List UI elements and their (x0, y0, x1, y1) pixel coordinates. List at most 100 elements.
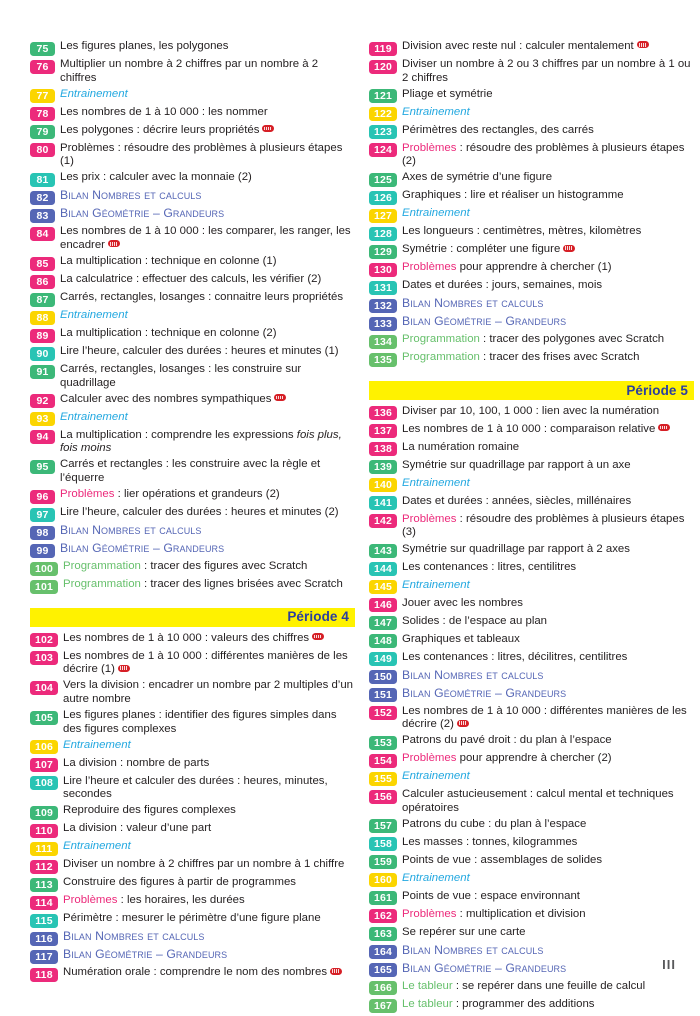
toc-entry[interactable]: 97 Lire l’heure, calculer des durées : he… (30, 506, 355, 522)
toc-entry[interactable]: 117 Bilan Géométrie – Grandeurs (30, 948, 355, 964)
toc-entry[interactable]: 126 Graphiques : lire et réaliser un hist… (369, 189, 694, 205)
toc-entry[interactable]: 95 Carrés et rectangles : les construire … (30, 458, 355, 485)
toc-entry[interactable]: 141 Dates et durées : années, siècles, mi… (369, 495, 694, 511)
toc-entry[interactable]: 140 Entrainement (369, 477, 694, 493)
toc-entry[interactable]: 76 Multiplier un nombre à 2 chiffres par … (30, 58, 355, 85)
toc-entry[interactable]: 153 Patrons du pavé droit : du plan à l’e… (369, 734, 694, 750)
toc-entry[interactable]: 157 Patrons du cube : du plan à l’espace (369, 818, 694, 834)
toc-entry[interactable]: 138 La numération romaine (369, 441, 694, 457)
entry-title: Problèmes : résoudre des problèmes à plu… (60, 142, 355, 169)
toc-entry[interactable]: 99 Bilan Géométrie – Grandeurs (30, 541, 355, 558)
toc-entry[interactable]: 108 Lire l’heure et calculer des durées :… (30, 775, 355, 802)
toc-entry[interactable]: 128 Les longueurs : centimètres, mètres, … (369, 225, 694, 241)
toc-entry[interactable]: 102 Les nombres de 1 à 10 000 : valeurs d… (30, 632, 355, 648)
toc-entry[interactable]: 110 La division : valeur d’une part (30, 822, 355, 838)
toc-entry[interactable]: 151 Bilan Géométrie – Grandeurs (369, 686, 694, 703)
toc-entry[interactable]: 112 Diviser un nombre à 2 chiffres par un… (30, 858, 355, 874)
toc-entry[interactable]: 111 Entrainement (30, 840, 355, 856)
toc-entry[interactable]: 162 Problèmes : multiplication et divisio… (369, 908, 694, 924)
toc-entry[interactable]: 148 Graphiques et tableaux (369, 633, 694, 649)
toc-entry[interactable]: 84 Les nombres de 1 à 10 000 : les compar… (30, 225, 355, 252)
toc-entry[interactable]: 167 Le tableur : programmer des additions (369, 998, 694, 1014)
toc-entry[interactable]: 89 La multiplication : technique en colon… (30, 327, 355, 343)
toc-entry[interactable]: 129 Symétrie : compléter une figure (369, 243, 694, 259)
toc-entry[interactable]: 125 Axes de symétrie d’une figure (369, 171, 694, 187)
toc-entry[interactable]: 136 Diviser par 10, 100, 1 000 : lien ave… (369, 405, 694, 421)
toc-entry[interactable]: 77 Entrainement (30, 88, 355, 104)
toc-entry[interactable]: 105 Les figures planes : identifier des f… (30, 709, 355, 736)
toc-entry[interactable]: 119 Division avec reste nul : calculer me… (369, 40, 694, 56)
toc-entry[interactable]: 132 Bilan Nombres et calculs (369, 297, 694, 313)
toc-entry[interactable]: 120 Diviser un nombre à 2 ou 3 chiffres p… (369, 58, 694, 85)
toc-entry[interactable]: 164 Bilan Nombres et calculs (369, 943, 694, 960)
toc-entry[interactable]: 88 Entrainement (30, 309, 355, 325)
toc-entry[interactable]: 134 Programmation : tracer des polygones … (369, 333, 694, 349)
toc-entry[interactable]: 152 Les nombres de 1 à 10 000 : différent… (369, 705, 694, 732)
toc-entry[interactable]: 79 Les polygones : décrire leurs propriét… (30, 124, 355, 140)
toc-entry[interactable]: 100 Programmation : tracer des figures av… (30, 560, 355, 576)
toc-entry[interactable]: 123 Périmètres des rectangles, des carrés (369, 124, 694, 140)
entry-title-lead: Le tableur (402, 979, 453, 992)
toc-entry[interactable]: 91 Carrés, rectangles, losanges : les con… (30, 363, 355, 390)
entry-number-badge: 98 (30, 525, 55, 540)
toc-entry[interactable]: 86 La calculatrice : effectuer des calcul… (30, 273, 355, 289)
toc-entry[interactable]: 83 Bilan Géométrie – Grandeurs (30, 207, 355, 223)
toc-entry[interactable]: 124 Problèmes : résoudre des problèmes à … (369, 142, 694, 169)
toc-entry[interactable]: 158 Les masses : tonnes, kilogrammes (369, 836, 694, 852)
toc-entry[interactable]: 114 Problèmes : les horaires, les durées (30, 894, 355, 910)
toc-entry[interactable]: 90 Lire l’heure, calculer des durées : he… (30, 345, 355, 361)
toc-entry[interactable]: 113 Construire des figures à partir de pr… (30, 876, 355, 892)
toc-entry[interactable]: 109 Reproduire des figures complexes (30, 804, 355, 820)
toc-entry[interactable]: 156 Calculer astucieusement : calcul ment… (369, 788, 694, 815)
toc-entry[interactable]: 144 Les contenances : litres, centilitres (369, 561, 694, 577)
toc-entry[interactable]: 87 Carrés, rectangles, losanges : connait… (30, 291, 355, 307)
toc-entry[interactable]: 107 La division : nombre de parts (30, 757, 355, 773)
toc-entry[interactable]: 147 Solides : de l’espace au plan (369, 615, 694, 631)
toc-entry[interactable]: 98 Bilan Nombres et calculs (30, 523, 355, 540)
entry-number-badge: 111 (30, 841, 58, 856)
toc-entry[interactable]: 116 Bilan Nombres et calculs (30, 930, 355, 946)
toc-entry[interactable]: 106 Entrainement (30, 739, 355, 755)
toc-entry[interactable]: 139 Symétrie sur quadrillage par rapport … (369, 459, 694, 475)
toc-entry[interactable]: 160 Entrainement (369, 872, 694, 888)
toc-entry[interactable]: 163 Se repérer sur une carte (369, 926, 694, 942)
toc-entry[interactable]: 92 Calculer avec des nombres sympathiques (30, 393, 355, 409)
toc-entry[interactable]: 93 Entrainement (30, 411, 355, 427)
toc-entry[interactable]: 135 Programmation : tracer des frises ave… (369, 351, 694, 367)
toc-entry[interactable]: 104 Vers la division : encadrer un nombre… (30, 679, 355, 706)
entry-title-lead: Programmation (402, 333, 480, 346)
toc-entry[interactable]: 143 Symétrie sur quadrillage par rapport … (369, 543, 694, 559)
toc-entry[interactable]: 96 Problèmes : lier opérations et grandeu… (30, 488, 355, 504)
toc-entry[interactable]: 130 Problèmes pour apprendre à chercher (… (369, 261, 694, 277)
toc-entry[interactable]: 131 Dates et durées : jours, semaines, mo… (369, 279, 694, 295)
toc-entry[interactable]: 81 Les prix : calculer avec la monnaie (2… (30, 171, 355, 187)
toc-entry[interactable]: 127 Entrainement (369, 207, 694, 223)
toc-entry[interactable]: 166 Le tableur : se repérer dans une feui… (369, 980, 694, 996)
toc-entry[interactable]: 150 Bilan Nombres et calculs (369, 668, 694, 685)
toc-entry[interactable]: 165 Bilan Géométrie – Grandeurs (369, 961, 694, 978)
toc-entry[interactable]: 161 Points de vue : espace environnant (369, 890, 694, 906)
toc-entry[interactable]: 78 Les nombres de 1 à 10 000 : les nommer (30, 106, 355, 122)
toc-entry[interactable]: 133 Bilan Géométrie – Grandeurs (369, 315, 694, 331)
toc-entry[interactable]: 149 Les contenances : litres, décilitres,… (369, 651, 694, 667)
toc-entry[interactable]: 94 La multiplication : comprendre les exp… (30, 429, 355, 456)
toc-entry[interactable]: 85 La multiplication : technique en colon… (30, 255, 355, 271)
toc-entry[interactable]: 103 Les nombres de 1 à 10 000 : différent… (30, 650, 355, 677)
toc-entry[interactable]: 121 Pliage et symétrie (369, 88, 694, 104)
toc-entry[interactable]: 137 Les nombres de 1 à 10 000 : comparais… (369, 423, 694, 439)
toc-entry[interactable]: 142 Problèmes : résoudre des problèmes à … (369, 513, 694, 540)
entry-title-lead: Programmation (63, 578, 141, 591)
toc-entry[interactable]: 155 Entrainement (369, 770, 694, 786)
toc-entry[interactable]: 118 Numération orale : comprendre le nom … (30, 966, 355, 982)
toc-entry[interactable]: 82 Bilan Nombres et calculs (30, 189, 355, 205)
toc-entry[interactable]: 146 Jouer avec les nombres (369, 597, 694, 613)
toc-entry[interactable]: 80 Problèmes : résoudre des problèmes à p… (30, 142, 355, 169)
toc-entry[interactable]: 159 Points de vue : assemblages de solide… (369, 854, 694, 870)
toc-entry[interactable]: 101 Programmation : tracer des lignes bri… (30, 578, 355, 594)
toc-entry[interactable]: 115 Périmètre : mesurer le périmètre d’un… (30, 912, 355, 928)
toc-entry[interactable]: 154 Problèmes pour apprendre à chercher (… (369, 752, 694, 768)
toc-entry[interactable]: 122 Entrainement (369, 106, 694, 122)
toc-entry[interactable]: 145 Entrainement (369, 579, 694, 595)
entry-title-rest: Symétrie sur quadrillage par rapport à 2… (402, 542, 630, 555)
toc-entry[interactable]: 75 Les figures planes, les polygones (30, 40, 355, 56)
